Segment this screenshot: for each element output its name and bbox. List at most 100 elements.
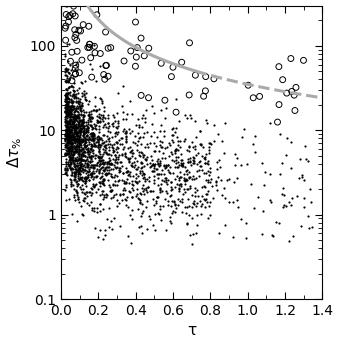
- Point: [65, 87, 70, 93]
- Point: [152, 202, 157, 207]
- Point: [85, 151, 90, 157]
- Point: [74, 154, 79, 160]
- Point: [97, 209, 102, 214]
- Point: [79, 136, 84, 142]
- Point: [67, 148, 72, 154]
- Point: [65, 126, 70, 131]
- Point: [64, 148, 70, 153]
- Point: [199, 153, 204, 159]
- Point: [71, 94, 77, 100]
- Point: [69, 93, 75, 99]
- Point: [74, 141, 79, 147]
- Point: [181, 177, 186, 183]
- Point: [89, 133, 94, 139]
- Point: [175, 196, 181, 202]
- Point: [84, 161, 89, 167]
- Point: [74, 144, 80, 149]
- Point: [115, 204, 120, 209]
- Point: [176, 118, 182, 123]
- Point: [73, 71, 78, 76]
- Point: [90, 130, 96, 136]
- Point: [85, 101, 90, 107]
- Point: [159, 61, 164, 66]
- Point: [168, 184, 173, 190]
- Point: [65, 119, 71, 125]
- Point: [63, 118, 69, 123]
- Point: [64, 113, 69, 118]
- Point: [102, 166, 108, 172]
- Point: [76, 157, 81, 162]
- Point: [81, 109, 86, 115]
- Point: [66, 147, 72, 152]
- Point: [77, 176, 82, 182]
- Point: [203, 118, 208, 123]
- Point: [80, 169, 85, 174]
- Point: [68, 168, 74, 173]
- Point: [78, 155, 83, 161]
- Point: [137, 196, 142, 202]
- Point: [77, 140, 82, 146]
- Point: [87, 117, 93, 122]
- Point: [77, 103, 83, 109]
- Point: [199, 193, 204, 198]
- Point: [100, 112, 105, 118]
- Point: [98, 96, 103, 101]
- Point: [192, 160, 197, 165]
- Point: [95, 159, 101, 165]
- Point: [70, 134, 75, 140]
- Point: [64, 1, 69, 7]
- Point: [93, 143, 98, 149]
- Point: [64, 105, 70, 111]
- Point: [81, 119, 86, 125]
- Point: [201, 170, 207, 175]
- Point: [66, 118, 72, 124]
- Point: [63, 136, 68, 142]
- Point: [161, 128, 166, 134]
- Point: [66, 137, 72, 143]
- Point: [133, 179, 138, 185]
- Point: [281, 203, 287, 208]
- Point: [75, 87, 80, 93]
- Point: [100, 191, 105, 197]
- Point: [152, 227, 158, 233]
- Point: [83, 161, 88, 166]
- Point: [114, 160, 119, 165]
- Point: [83, 176, 89, 181]
- Point: [80, 138, 86, 143]
- Point: [71, 88, 76, 93]
- Point: [100, 116, 105, 122]
- Point: [82, 162, 87, 167]
- Point: [115, 131, 120, 137]
- Point: [69, 127, 75, 132]
- Point: [68, 146, 73, 151]
- Point: [97, 137, 102, 142]
- Point: [86, 111, 92, 117]
- Point: [179, 161, 184, 167]
- Point: [83, 97, 88, 103]
- Point: [124, 168, 130, 174]
- Point: [65, 66, 71, 72]
- Point: [115, 149, 120, 155]
- Point: [67, 158, 73, 163]
- Point: [80, 189, 85, 194]
- Point: [64, 104, 69, 109]
- Point: [74, 114, 80, 119]
- Point: [141, 152, 146, 157]
- Point: [66, 132, 71, 138]
- Point: [75, 125, 81, 130]
- Point: [116, 145, 121, 150]
- Point: [77, 135, 82, 140]
- Point: [96, 148, 102, 153]
- Point: [122, 154, 127, 159]
- Point: [153, 200, 158, 205]
- Point: [69, 166, 74, 172]
- Point: [72, 125, 78, 131]
- Point: [65, 106, 71, 112]
- Point: [169, 137, 174, 142]
- Point: [94, 209, 99, 215]
- Point: [64, 102, 69, 107]
- Point: [140, 175, 145, 181]
- Point: [101, 194, 106, 200]
- Point: [103, 29, 108, 35]
- Point: [75, 133, 80, 139]
